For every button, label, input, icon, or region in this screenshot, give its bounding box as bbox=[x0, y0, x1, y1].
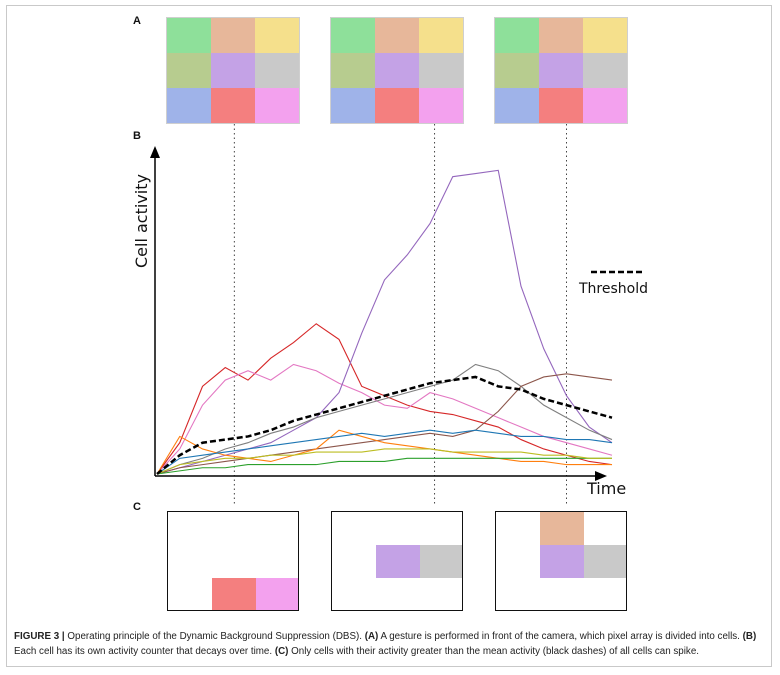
spiking-cell-pink bbox=[256, 578, 298, 610]
threshold-legend-label: Threshold bbox=[578, 281, 648, 297]
cell-green bbox=[495, 18, 539, 53]
x-axis-label: Time bbox=[586, 479, 626, 498]
activity-chart: Cell activity Time Threshold bbox=[132, 124, 648, 506]
cell-blue bbox=[167, 88, 211, 123]
cell-olive bbox=[331, 53, 375, 88]
spiking-cell-tan bbox=[540, 512, 584, 545]
spiking-frame-1 bbox=[167, 511, 299, 611]
cell-pink bbox=[419, 88, 463, 123]
panel-label-c: C bbox=[133, 501, 141, 513]
spiking-frame-3 bbox=[495, 511, 627, 611]
cell-yellow bbox=[419, 18, 463, 53]
figure-caption: FIGURE 3 | Operating principle of the Dy… bbox=[14, 629, 762, 659]
cell-activity-line-2 bbox=[156, 363, 613, 475]
cell-olive bbox=[495, 53, 539, 88]
cell-pink bbox=[583, 88, 627, 123]
caption-c-text: Only cells with their activity greater t… bbox=[288, 646, 699, 657]
cell-activity-line-5 bbox=[156, 373, 613, 475]
y-axis-label: Cell activity bbox=[132, 174, 151, 268]
cell-yellow bbox=[255, 18, 299, 53]
cell-olive bbox=[167, 53, 211, 88]
figure-frame: A B C Cell activity Time Threshold bbox=[6, 5, 772, 667]
spiking-cell-red bbox=[212, 578, 256, 610]
panel-label-a: A bbox=[133, 15, 141, 27]
cell-activity-line-7 bbox=[156, 429, 613, 475]
caption-b-text: Each cell has its own activity counter t… bbox=[14, 646, 275, 657]
cell-red bbox=[539, 88, 583, 123]
spiking-cell-grey bbox=[420, 545, 462, 578]
cell-green bbox=[331, 18, 375, 53]
spiking-cell-purple bbox=[540, 545, 584, 578]
cell-tan bbox=[375, 18, 419, 53]
cell-activity-line-9 bbox=[156, 448, 612, 475]
cell-grey bbox=[583, 53, 627, 88]
cell-tan bbox=[539, 18, 583, 53]
caption-a-label: (A) bbox=[364, 631, 379, 642]
camera-frame-1 bbox=[167, 18, 299, 123]
cell-grey bbox=[255, 53, 299, 88]
cell-purple bbox=[375, 53, 419, 88]
panel-label-b: B bbox=[133, 130, 141, 142]
spiking-frame-2 bbox=[331, 511, 463, 611]
spiking-cell-grey bbox=[584, 545, 626, 578]
caption-b-label: (B) bbox=[742, 631, 757, 642]
caption-figure-number: FIGURE 3 | bbox=[14, 631, 65, 642]
cell-purple bbox=[539, 53, 583, 88]
threshold-line bbox=[156, 375, 613, 475]
cell-purple bbox=[211, 53, 255, 88]
cell-blue bbox=[495, 88, 539, 123]
cell-red bbox=[375, 88, 419, 123]
caption-c-label: (C) bbox=[274, 646, 289, 657]
cell-activity-line-3 bbox=[156, 169, 613, 475]
cell-activity-line-8 bbox=[156, 457, 612, 475]
caption-title: Operating principle of the Dynamic Backg… bbox=[64, 631, 365, 642]
cell-activity-line-6 bbox=[156, 429, 612, 475]
caption-a-text: A gesture is performed in front of the c… bbox=[378, 631, 743, 642]
cell-yellow bbox=[583, 18, 627, 53]
cell-green bbox=[167, 18, 211, 53]
cell-red bbox=[211, 88, 255, 123]
spiking-cell-purple bbox=[376, 545, 420, 578]
cell-blue bbox=[331, 88, 375, 123]
cell-activity-line-4 bbox=[156, 363, 613, 475]
y-axis-arrow bbox=[150, 146, 160, 158]
cell-grey bbox=[419, 53, 463, 88]
camera-frame-2 bbox=[331, 18, 463, 123]
x-axis-arrow bbox=[595, 471, 607, 481]
cell-pink bbox=[255, 88, 299, 123]
cell-tan bbox=[211, 18, 255, 53]
camera-frame-3 bbox=[495, 18, 627, 123]
